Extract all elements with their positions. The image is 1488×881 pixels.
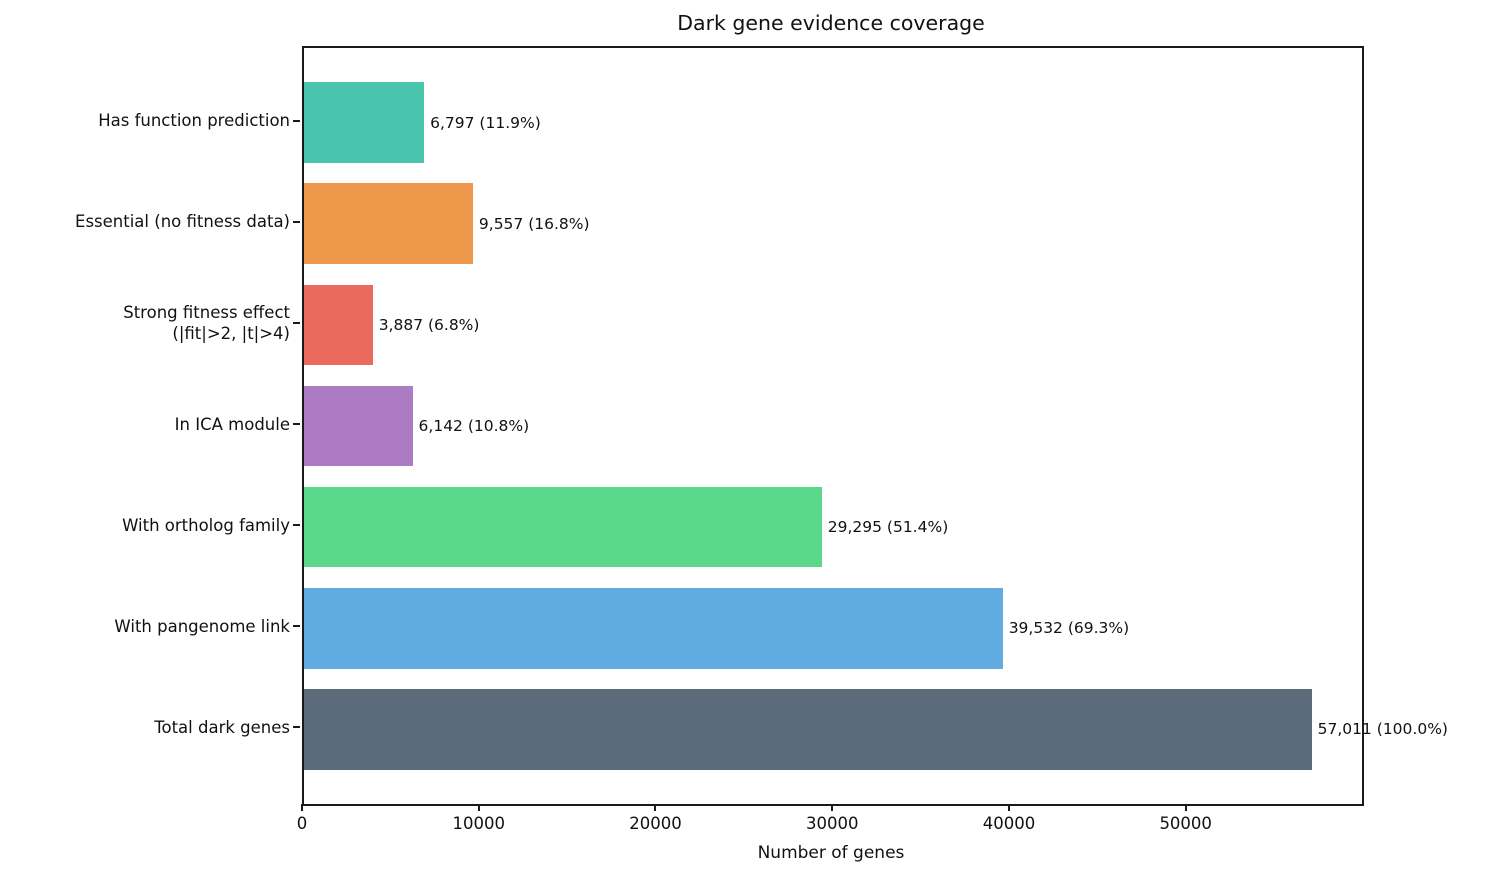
x-tick-label: 20000	[629, 814, 682, 833]
y-tick-label: Has function prediction	[98, 111, 290, 131]
x-tick-label: 40000	[982, 814, 1036, 833]
plot-area: 6,797 (11.9%) 9,557 (16.8%) 3,887 (6.8%) 6,…	[302, 46, 1448, 806]
bar-value-label: 3,887 (6.8%)	[378, 315, 480, 334]
bar-value-label: 29,295 (51.4%)	[827, 518, 949, 537]
y-tick-mark	[293, 321, 300, 324]
x-tick-label: 30000	[805, 814, 859, 833]
bar-value-label: 9,557 (16.8%)	[478, 214, 590, 233]
x-tick-mark	[477, 804, 480, 811]
x-axis-label: Number of genes	[757, 843, 905, 863]
bar	[304, 587, 1003, 669]
x-tick-label: 50000	[1159, 814, 1212, 833]
x-tick-label: 0	[296, 814, 308, 833]
y-tick-label: Essential (no fitness data)	[75, 212, 290, 232]
x-tick-mark	[1007, 804, 1010, 811]
x-tick-mark	[831, 804, 834, 811]
y-tick-mark	[293, 423, 300, 425]
y-tick-mark	[293, 524, 300, 527]
bar-value-label: 39,532 (69.3%)	[1008, 619, 1130, 638]
chart-title: Dark gene evidence coverage	[677, 11, 985, 35]
y-tick-label: In ICA module	[174, 414, 290, 434]
x-tick-label: 10000	[452, 814, 505, 833]
y-tick-label: Total dark genes	[154, 717, 290, 737]
bar	[304, 486, 822, 568]
bar	[304, 688, 1312, 770]
y-tick-label: With ortholog family	[122, 515, 290, 535]
y-tick-mark	[293, 726, 300, 729]
x-tick-mark	[654, 804, 657, 811]
x-tick-mark	[301, 804, 303, 811]
y-tick-mark	[293, 119, 300, 122]
bar	[304, 385, 413, 467]
y-tick-label: Strong fitness effect (|fit|>2, |t|>4)	[123, 302, 290, 343]
bar-value-label: 57,011 (100.0%)	[1317, 720, 1448, 739]
bar-value-label: 6,797 (11.9%)	[430, 113, 541, 132]
y-tick-mark	[293, 625, 300, 628]
bar	[304, 82, 425, 164]
bar-value-label: 6,142 (10.8%)	[418, 417, 530, 435]
bar	[304, 284, 373, 366]
x-tick-mark	[1184, 804, 1187, 811]
y-tick-mark	[293, 220, 300, 223]
bar	[304, 183, 473, 265]
y-tick-label: With pangenome link	[114, 616, 290, 636]
